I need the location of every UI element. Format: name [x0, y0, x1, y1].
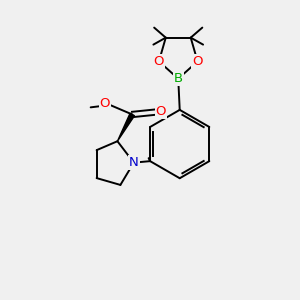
- Text: O: O: [100, 97, 110, 110]
- Polygon shape: [117, 113, 134, 141]
- Text: O: O: [192, 55, 203, 68]
- Text: B: B: [174, 72, 183, 85]
- Text: O: O: [156, 105, 166, 118]
- Text: N: N: [129, 156, 139, 169]
- Text: O: O: [154, 55, 164, 68]
